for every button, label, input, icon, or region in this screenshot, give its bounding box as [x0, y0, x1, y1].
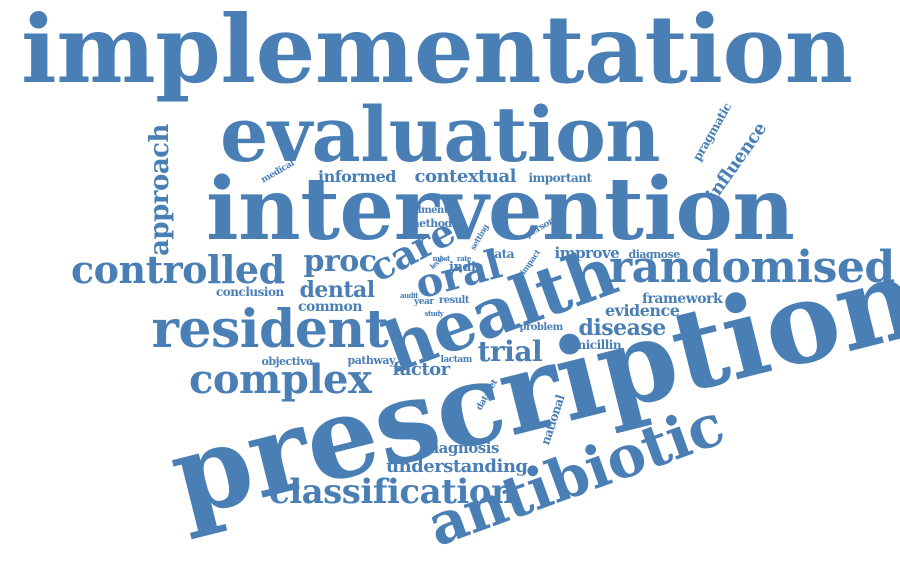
- word-complex: complex: [189, 356, 372, 403]
- word-evaluation: evaluation: [220, 90, 661, 179]
- word-improve: improve: [554, 243, 620, 262]
- word-penicillin: penicillin: [562, 338, 622, 352]
- word-pragmatic: pragmatic: [690, 100, 735, 164]
- word-classification: classification: [269, 472, 516, 512]
- word-conclusion: conclusion: [216, 285, 284, 299]
- word-rate: rate: [457, 253, 471, 263]
- word-year: year: [414, 296, 434, 307]
- word-evidence: evidence: [605, 301, 680, 320]
- word-informed: informed: [318, 167, 397, 186]
- word-contextual: contextual: [414, 166, 517, 187]
- word-disease: disease: [578, 315, 667, 341]
- word-trial: trial: [477, 335, 543, 368]
- word-dental: dental: [299, 277, 376, 303]
- word-implementation: implementation: [21, 0, 853, 105]
- word-controlled: controlled: [71, 247, 285, 292]
- word-diagnosis: diagnosis: [423, 438, 500, 457]
- word-common: common: [298, 299, 363, 315]
- word-lactam: lactam: [440, 354, 473, 365]
- word-study: study: [424, 308, 444, 318]
- word-problem: problem: [519, 322, 564, 333]
- word-most: most: [432, 253, 451, 263]
- word-data: data: [486, 247, 515, 261]
- word-method: method: [408, 216, 452, 230]
- word-factor: factor: [392, 359, 451, 380]
- word-objective: objective: [261, 354, 313, 368]
- word-result: result: [439, 295, 469, 306]
- word-important: important: [528, 171, 593, 185]
- word-understanding: understanding: [386, 456, 528, 477]
- word-ailment: ailment: [408, 205, 449, 216]
- word-randomised: randomised: [609, 242, 895, 293]
- word-proc: proc: [303, 244, 378, 279]
- word-resident: resident: [151, 299, 389, 360]
- word-framework: framework: [642, 291, 723, 307]
- word-diagnose: diagnose: [628, 247, 681, 261]
- word-pathway: pathway: [347, 353, 396, 367]
- word-intervention: intervention: [206, 159, 795, 260]
- word-approach: approach: [144, 124, 175, 256]
- word-india: india: [449, 259, 484, 275]
- word-audit: audit: [400, 290, 418, 300]
